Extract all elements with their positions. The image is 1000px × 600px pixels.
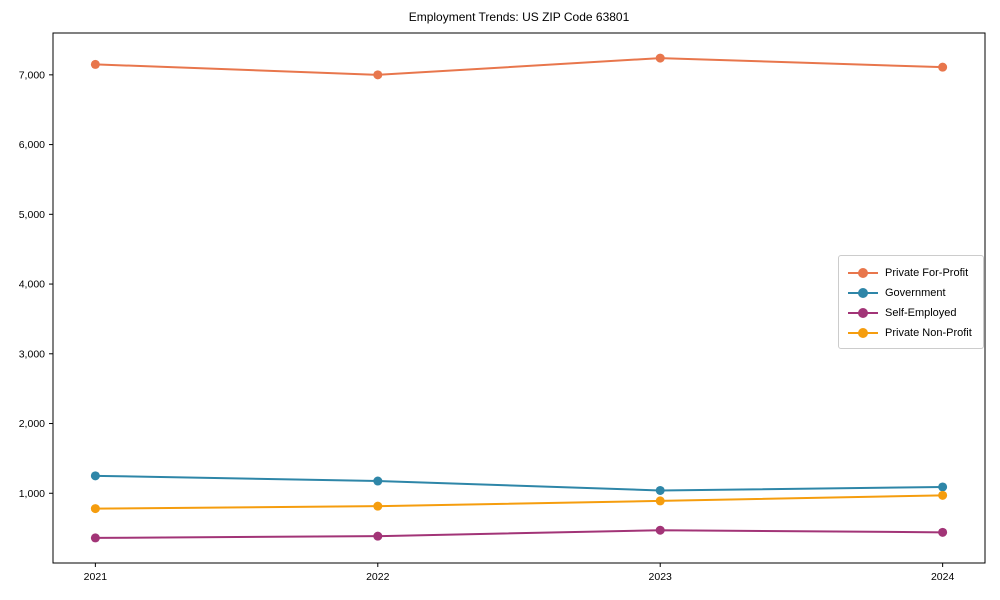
series-line-private-for-profit bbox=[95, 57, 943, 76]
plot-frame bbox=[52, 32, 986, 564]
x-tick-label: 2023 bbox=[649, 571, 673, 583]
legend-label: Self-Employed bbox=[885, 307, 957, 319]
data-point-self-employed bbox=[373, 531, 383, 541]
data-point-self-employed bbox=[90, 533, 100, 543]
y-tick-label: 2,000 bbox=[19, 418, 45, 430]
data-point-government bbox=[938, 482, 948, 492]
legend-dot bbox=[858, 308, 868, 318]
legend: Private For-Profit Government Self-Employe… bbox=[838, 255, 984, 349]
x-tick-label: 2024 bbox=[931, 571, 955, 583]
y-tick-label: 1,000 bbox=[19, 488, 45, 500]
legend-item-private-for-profit: Private For-Profit bbox=[848, 263, 974, 283]
y-tick-label: 5,000 bbox=[19, 209, 45, 221]
legend-label: Private Non-Profit bbox=[885, 327, 972, 339]
legend-dot bbox=[858, 328, 868, 338]
legend-label: Private For-Profit bbox=[885, 267, 969, 279]
data-point-private-for-profit bbox=[90, 59, 100, 69]
legend-dot bbox=[858, 288, 868, 298]
y-tick-label: 4,000 bbox=[19, 279, 45, 291]
legend-dot bbox=[858, 268, 868, 278]
data-point-private-non-profit bbox=[655, 496, 665, 506]
legend-item-government: Government bbox=[848, 283, 974, 303]
chart-title: Employment Trends: US ZIP Code 63801 bbox=[408, 10, 630, 24]
series-line-self-employed bbox=[95, 529, 943, 539]
data-point-government bbox=[90, 471, 100, 481]
data-point-private-non-profit bbox=[373, 501, 383, 511]
legend-marker-private-non-profit bbox=[848, 323, 878, 343]
data-point-private-for-profit bbox=[655, 53, 665, 63]
data-point-government bbox=[655, 485, 665, 495]
legend-label: Government bbox=[885, 287, 946, 299]
data-point-private-for-profit bbox=[373, 70, 383, 80]
data-point-self-employed bbox=[938, 527, 948, 537]
legend-item-self-employed: Self-Employed bbox=[848, 303, 974, 323]
legend-item-private-non-profit: Private Non-Profit bbox=[848, 323, 974, 343]
legend-marker-government bbox=[848, 283, 878, 303]
y-tick-label: 6,000 bbox=[19, 139, 45, 151]
data-point-private-non-profit bbox=[90, 504, 100, 514]
data-point-self-employed bbox=[655, 525, 665, 535]
data-point-government bbox=[373, 476, 383, 486]
data-point-private-non-profit bbox=[938, 490, 948, 500]
series-line-private-non-profit bbox=[95, 494, 943, 510]
y-tick-label: 3,000 bbox=[19, 348, 45, 360]
x-tick-label: 2021 bbox=[84, 571, 108, 583]
legend-marker-self-employed bbox=[848, 303, 878, 323]
series-line-government bbox=[95, 474, 943, 492]
data-point-private-for-profit bbox=[938, 62, 948, 72]
y-tick-label: 7,000 bbox=[19, 69, 45, 81]
legend-marker-private-for-profit bbox=[848, 263, 878, 283]
x-tick-label: 2022 bbox=[366, 571, 390, 583]
